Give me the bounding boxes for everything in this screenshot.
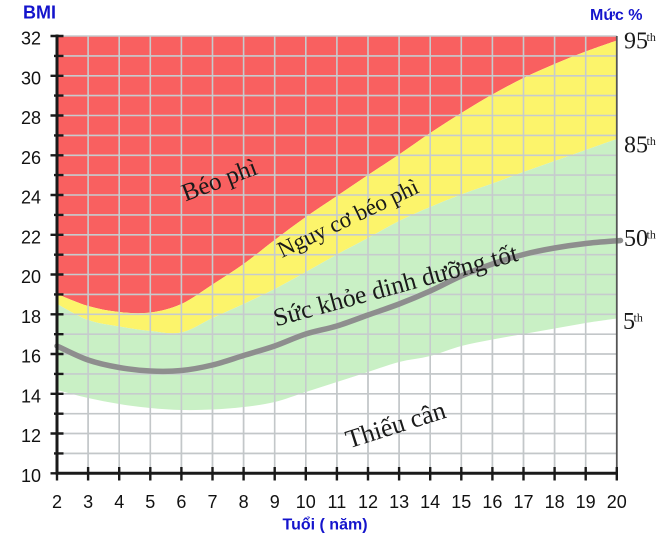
svg-text:7: 7	[207, 492, 217, 512]
svg-text:10: 10	[296, 492, 316, 512]
svg-text:8: 8	[239, 492, 249, 512]
svg-text:22: 22	[21, 227, 41, 247]
svg-text:5: 5	[145, 492, 155, 512]
svg-text:12: 12	[21, 426, 41, 446]
svg-text:16: 16	[482, 492, 502, 512]
svg-text:3: 3	[83, 492, 93, 512]
svg-text:17: 17	[513, 492, 533, 512]
svg-text:6: 6	[176, 492, 186, 512]
svg-text:11: 11	[328, 492, 347, 512]
svg-text:19: 19	[576, 492, 596, 512]
svg-text:16: 16	[21, 347, 41, 367]
svg-text:28: 28	[21, 108, 41, 128]
svg-text:30: 30	[21, 68, 41, 88]
svg-text:20: 20	[21, 267, 41, 287]
svg-text:15: 15	[451, 492, 471, 512]
svg-text:9: 9	[270, 492, 280, 512]
svg-text:12: 12	[358, 492, 378, 512]
svg-text:13: 13	[389, 492, 409, 512]
svg-text:24: 24	[21, 188, 41, 208]
svg-text:Tuổi ( năm): Tuổi ( năm)	[283, 516, 368, 534]
svg-text:32: 32	[21, 29, 41, 49]
svg-text:18: 18	[545, 492, 565, 512]
svg-text:BMI: BMI	[23, 3, 56, 23]
svg-text:Mức %: Mức %	[590, 7, 642, 24]
svg-text:20: 20	[607, 492, 627, 512]
svg-text:10: 10	[21, 466, 41, 486]
svg-text:14: 14	[21, 386, 41, 406]
svg-text:2: 2	[52, 492, 62, 512]
svg-text:14: 14	[420, 492, 440, 512]
svg-text:18: 18	[21, 307, 41, 327]
svg-text:26: 26	[21, 148, 41, 168]
svg-text:4: 4	[114, 492, 124, 512]
